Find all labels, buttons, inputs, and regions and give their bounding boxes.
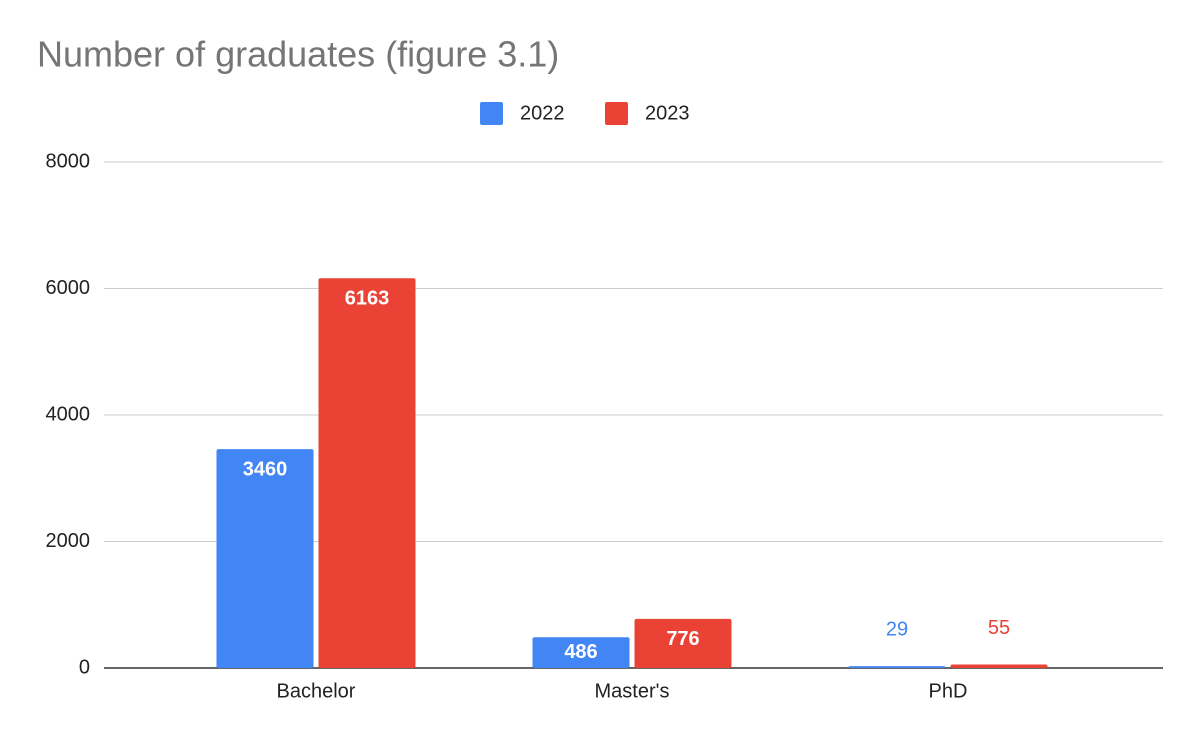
x-tick-label: Master's [595,680,670,702]
y-tick-label: 8000 [46,150,91,172]
legend-swatch [480,102,503,125]
bar [318,278,416,668]
y-tick-label: 6000 [46,277,91,299]
x-tick-label: PhD [929,680,968,702]
y-tick-label: 0 [79,656,90,678]
data-label: 776 [666,628,699,650]
data-label: 3460 [243,458,288,480]
data-label: 55 [988,617,1010,639]
y-tick-label: 4000 [46,403,91,425]
chart-title: Number of graduates (figure 3.1) [37,34,559,75]
legend-label: 2023 [645,102,690,124]
bar [216,449,314,668]
x-tick-label: Bachelor [277,680,356,702]
legend-swatch [605,102,628,125]
bar [532,637,630,668]
data-label: 6163 [345,287,390,309]
y-tick-label: 2000 [46,530,91,552]
bar [848,666,946,668]
data-label: 486 [564,641,597,663]
bar [634,618,732,668]
legend-label: 2022 [520,102,565,124]
data-label: 29 [886,618,908,640]
bar [950,664,1048,668]
